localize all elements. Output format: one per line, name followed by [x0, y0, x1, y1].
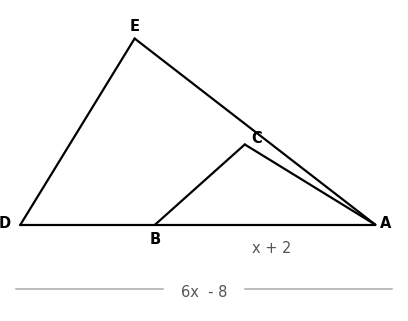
Text: B: B [149, 232, 161, 247]
Text: 6x  - 8: 6x - 8 [181, 285, 227, 299]
Text: A: A [380, 216, 391, 230]
Text: C: C [251, 131, 262, 146]
Text: E: E [130, 19, 140, 34]
Text: D: D [0, 216, 11, 230]
Text: x + 2: x + 2 [252, 241, 291, 256]
